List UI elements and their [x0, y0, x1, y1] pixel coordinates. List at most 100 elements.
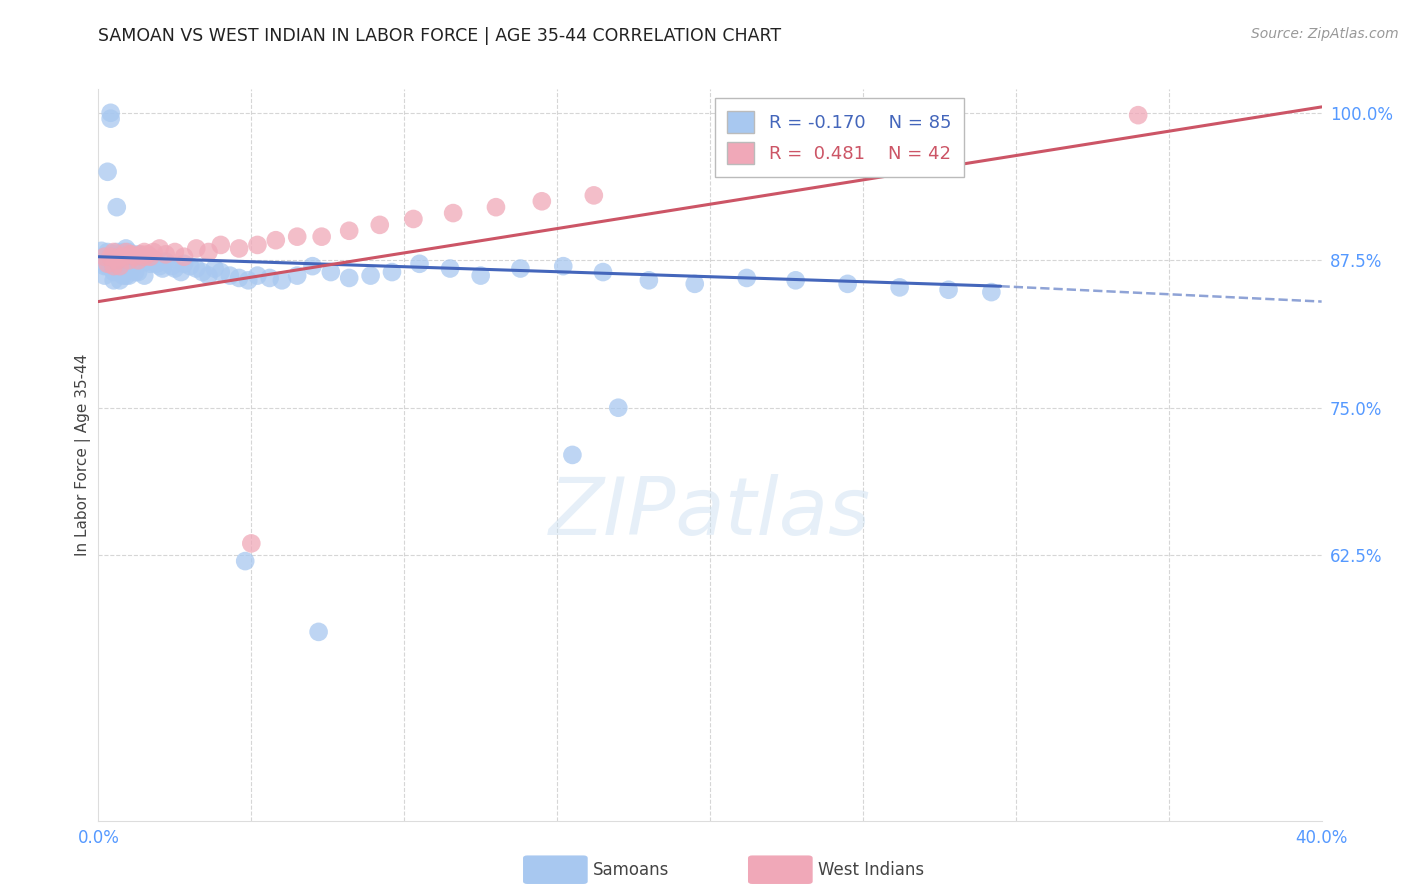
Point [530, 194, 553, 209]
Point [155, 247, 177, 261]
Point [311, 229, 333, 244]
Point [100, 250, 122, 264]
Point [108, 250, 131, 264]
Point [145, 257, 167, 271]
Point [561, 448, 583, 462]
Point [108, 273, 131, 287]
Point [439, 261, 461, 276]
Point [127, 265, 149, 279]
Point [93, 268, 115, 283]
Point [134, 250, 156, 264]
Point [160, 259, 183, 273]
Point [368, 218, 391, 232]
Point [100, 250, 122, 264]
Point [270, 273, 292, 287]
Point [118, 247, 141, 261]
Point [136, 247, 159, 261]
Text: West Indians: West Indians [818, 861, 924, 879]
Point [228, 271, 250, 285]
Point [100, 105, 122, 120]
Point [124, 250, 146, 264]
Point [118, 245, 141, 260]
Point [103, 245, 125, 260]
Point [238, 273, 260, 287]
Point [607, 401, 630, 415]
Point [97, 257, 120, 271]
Point [105, 259, 128, 273]
Point [90, 244, 112, 258]
Point [163, 261, 186, 276]
Point [105, 200, 128, 214]
Point [134, 268, 156, 283]
Point [115, 268, 138, 283]
Point [308, 624, 330, 639]
Point [105, 245, 128, 260]
Point [204, 261, 226, 276]
Point [938, 283, 960, 297]
Point [118, 255, 141, 269]
Point [121, 261, 143, 276]
Point [115, 245, 138, 260]
Point [118, 268, 141, 283]
Point [209, 265, 232, 279]
Point [408, 257, 430, 271]
Point [319, 265, 342, 279]
Point [155, 254, 177, 268]
Point [381, 265, 404, 279]
Point [186, 261, 208, 276]
Point [108, 259, 131, 273]
Point [134, 252, 156, 266]
Point [179, 259, 201, 273]
Point [127, 247, 149, 261]
Point [191, 265, 214, 279]
Point [980, 285, 1002, 299]
Point [100, 112, 122, 126]
Point [285, 229, 308, 244]
Point [97, 259, 120, 273]
Point [173, 257, 195, 271]
Text: Samoans: Samoans [593, 861, 669, 879]
Point [97, 165, 120, 179]
Point [93, 250, 115, 264]
Point [553, 259, 575, 273]
Point [129, 250, 152, 264]
Point [337, 224, 360, 238]
Point [889, 280, 911, 294]
Point [142, 252, 165, 266]
Point [785, 273, 807, 287]
Point [285, 268, 308, 283]
Point [136, 254, 159, 268]
Point [93, 259, 115, 273]
Point [301, 259, 323, 273]
Point [103, 265, 125, 279]
Point [149, 242, 172, 256]
Point [129, 247, 152, 261]
Point [264, 233, 287, 247]
Point [582, 188, 605, 202]
Point [209, 238, 232, 252]
Point [93, 250, 115, 264]
Point [139, 250, 162, 264]
Point [360, 268, 382, 283]
Point [837, 277, 859, 291]
Point [127, 253, 149, 268]
Point [259, 271, 281, 285]
Point [592, 265, 614, 279]
Point [735, 271, 758, 285]
Point [1128, 108, 1150, 122]
Point [173, 250, 195, 264]
Point [197, 268, 219, 283]
Point [197, 245, 219, 260]
Point [115, 253, 138, 268]
Point [105, 253, 128, 268]
Point [103, 259, 125, 273]
Point [233, 554, 256, 568]
Point [108, 250, 131, 264]
Point [637, 273, 661, 287]
Point [170, 265, 193, 279]
Point [509, 261, 531, 276]
Point [337, 271, 360, 285]
Point [470, 268, 492, 283]
Point [121, 247, 143, 261]
Point [111, 253, 134, 268]
